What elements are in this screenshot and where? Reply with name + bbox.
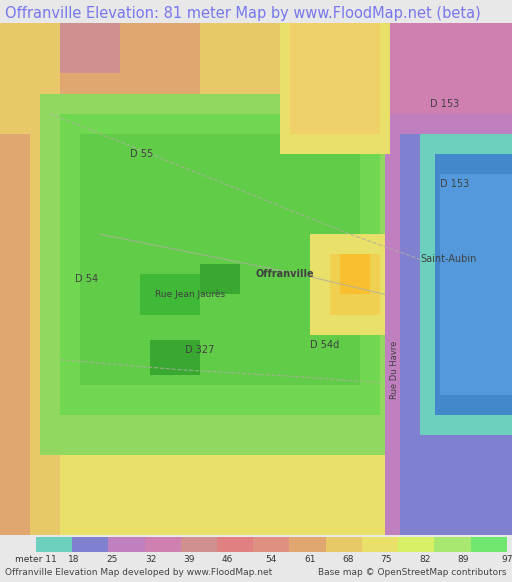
Bar — [0, 134, 30, 535]
Bar — [289, 537, 326, 552]
Text: meter 11: meter 11 — [15, 555, 57, 564]
Text: 25: 25 — [107, 555, 118, 564]
Bar — [310, 234, 390, 335]
Bar — [0, 23, 60, 535]
Text: D 54: D 54 — [75, 274, 98, 285]
Bar — [385, 23, 512, 535]
Bar — [0, 23, 200, 104]
Text: 61: 61 — [304, 555, 315, 564]
Bar — [435, 154, 512, 415]
Bar — [40, 94, 400, 455]
Text: D 54d: D 54d — [310, 340, 339, 350]
Bar — [398, 537, 434, 552]
Bar — [400, 23, 512, 535]
Text: 82: 82 — [419, 555, 431, 564]
Bar — [471, 537, 507, 552]
Bar — [0, 23, 120, 73]
Bar — [36, 537, 72, 552]
Text: 39: 39 — [183, 555, 195, 564]
Bar — [0, 23, 512, 154]
Text: 32: 32 — [145, 555, 157, 564]
Bar — [340, 254, 370, 294]
Text: Offranville: Offranville — [255, 269, 314, 279]
Text: Offranville Elevation Map developed by www.FloodMap.net: Offranville Elevation Map developed by w… — [5, 568, 272, 577]
Text: D 55: D 55 — [130, 149, 153, 159]
Text: 89: 89 — [457, 555, 469, 564]
Text: 68: 68 — [343, 555, 354, 564]
Text: Rue Jean Jaurès: Rue Jean Jaurès — [155, 290, 225, 299]
Bar — [380, 23, 512, 113]
Bar — [217, 537, 253, 552]
Bar — [370, 23, 512, 134]
Bar — [80, 134, 360, 385]
Text: Base map © OpenStreetMap contributors: Base map © OpenStreetMap contributors — [318, 568, 507, 577]
Text: Offranville Elevation: 81 meter Map by www.FloodMap.net (beta): Offranville Elevation: 81 meter Map by w… — [5, 6, 481, 20]
Bar — [326, 537, 362, 552]
Text: 54: 54 — [266, 555, 277, 564]
Bar — [420, 134, 512, 435]
Bar — [290, 23, 380, 134]
Bar — [181, 537, 217, 552]
Bar — [60, 113, 380, 415]
Bar — [440, 174, 512, 395]
Bar — [144, 537, 181, 552]
Bar — [200, 264, 240, 294]
Text: 18: 18 — [69, 555, 80, 564]
Bar — [150, 340, 200, 375]
Text: 46: 46 — [222, 555, 233, 564]
Text: Saint-Aubin: Saint-Aubin — [420, 254, 476, 264]
Text: D 327: D 327 — [185, 345, 215, 354]
Text: 75: 75 — [380, 555, 392, 564]
Bar — [330, 254, 380, 314]
Bar — [362, 537, 398, 552]
Bar — [253, 537, 289, 552]
Bar — [280, 23, 390, 154]
Bar — [434, 537, 471, 552]
Bar — [109, 537, 144, 552]
Bar — [72, 537, 109, 552]
Text: D 153: D 153 — [440, 179, 470, 189]
Text: Rue Du Havre: Rue Du Havre — [390, 340, 399, 399]
Bar — [140, 274, 200, 314]
Text: 97: 97 — [501, 555, 512, 564]
Text: D 153: D 153 — [430, 98, 459, 109]
